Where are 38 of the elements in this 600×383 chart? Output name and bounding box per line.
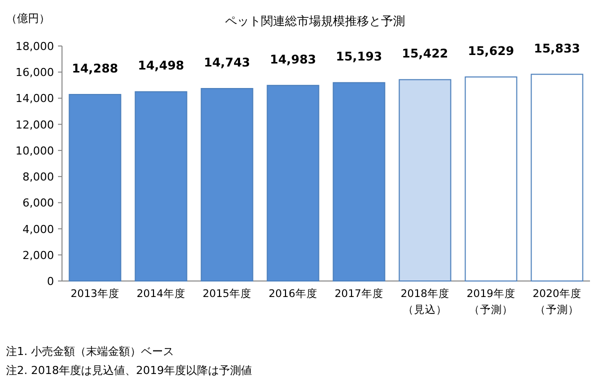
x-tick-label: 2013年度 xyxy=(70,287,120,300)
x-tick-label: 2015年度 xyxy=(202,287,252,300)
y-tick-label: 0 xyxy=(47,275,54,288)
x-tick-label: 2020年度（予測） xyxy=(532,287,582,316)
y-tick-label: 4,000 xyxy=(22,222,54,236)
text: 注2. 2018年度は見込値、2019年度以降は予測値 xyxy=(6,364,252,377)
bar xyxy=(464,76,518,282)
data-label: 14,743 xyxy=(204,56,250,70)
data-label: 15,422 xyxy=(402,46,448,61)
y-tick-label: 16,000 xyxy=(16,66,54,80)
y-tick-label: 18,000 xyxy=(16,40,54,53)
bar xyxy=(134,91,188,282)
y-tick-label: 6,000 xyxy=(22,196,54,210)
data-label: 14,288 xyxy=(72,61,118,76)
x-tick-label: 2014年度 xyxy=(136,287,186,300)
data-label: 15,193 xyxy=(336,50,382,64)
data-label: 14,983 xyxy=(270,52,316,66)
bar xyxy=(398,79,452,282)
y-axis-title: （億円） xyxy=(6,12,50,25)
y-tick-label: 8,000 xyxy=(22,170,54,184)
data-label: 14,498 xyxy=(138,58,184,73)
x-tick-label: 2018年度（見込） xyxy=(400,287,450,316)
data-label: 15,629 xyxy=(468,44,514,58)
bar xyxy=(266,84,320,282)
x-tick-label: 2019年度（予測） xyxy=(466,287,516,316)
y-tick-label: 10,000 xyxy=(16,144,54,158)
bar xyxy=(200,88,254,282)
data-label: 15,833 xyxy=(534,41,580,56)
bar xyxy=(530,74,584,282)
x-tick-label: 2016年度 xyxy=(268,287,318,300)
text: 注1. 小売金額（末端金額）ベース xyxy=(6,345,174,358)
y-tick-label: 14,000 xyxy=(16,92,54,106)
y-tick-label: 12,000 xyxy=(16,118,54,132)
x-tick-label: 2017年度 xyxy=(334,287,384,300)
chart-title: ペット関連総市場規模推移と予測 xyxy=(225,14,405,28)
bar xyxy=(332,82,386,282)
y-tick-label: 2,000 xyxy=(22,248,54,262)
bar xyxy=(68,94,122,282)
